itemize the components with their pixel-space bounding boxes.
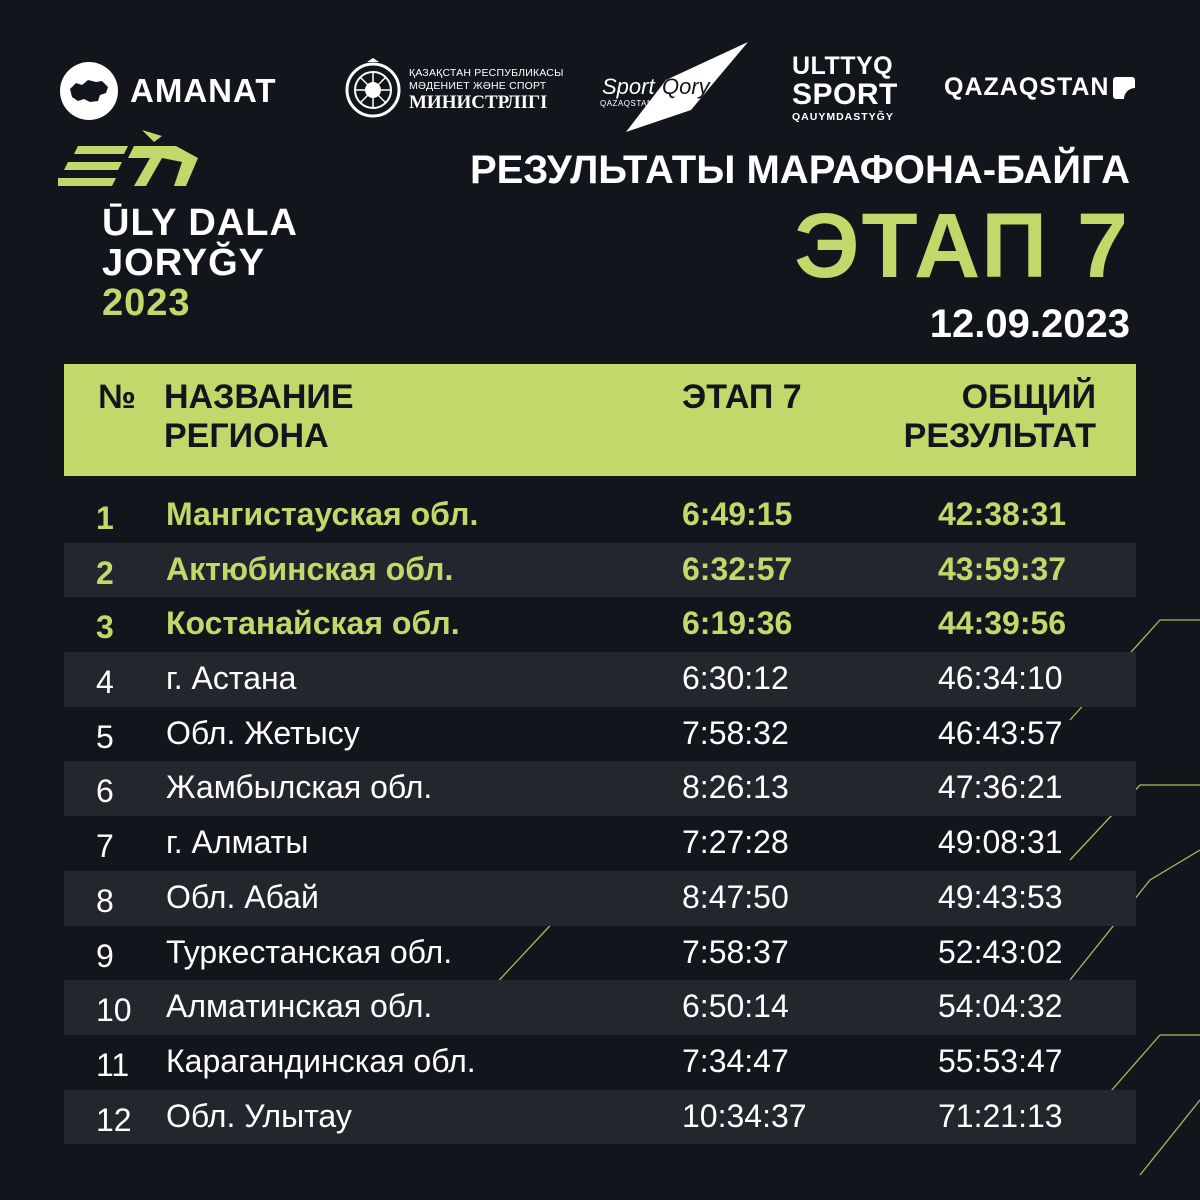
row-total-time: 49:43:53 (938, 878, 1063, 915)
row-region: Туркестанская обл. (166, 933, 453, 970)
header-region-line-1: НАЗВАНИЕ (164, 378, 354, 416)
row-total-time: 71:21:13 (938, 1097, 1063, 1134)
ministry-line-2: МӘДЕНИЕТ ЖӘНЕ СПОРТ (409, 79, 547, 92)
row-stage-time: 7:58:37 (682, 933, 789, 970)
table-row: 5 Обл. Жетысу 7:58:32 46:43:57 (64, 707, 1136, 762)
row-total-time: 49:08:31 (938, 824, 1063, 861)
row-region: Мангистауская обл. (166, 496, 479, 532)
row-region: Алматинская обл. (166, 988, 433, 1025)
row-stage-time: 7:27:28 (682, 824, 789, 861)
amanat-name: AMANAT (130, 72, 277, 109)
horse-arrow-icon (58, 130, 198, 186)
row-region: Костанайская обл. (166, 605, 460, 642)
kazakhstan-map-icon (60, 62, 118, 120)
event-title-line-1: ŪLY DALA (102, 202, 298, 244)
row-number: 10 (96, 992, 132, 1029)
header-total-line-1: ОБЩИЙ (961, 378, 1096, 416)
header-stage: ЭТАП 7 (682, 378, 802, 416)
table-row: 1 Мангистауская обл. 6:49:15 42:38:31 (64, 488, 1136, 543)
sportqory-sub: QAZAQSTAN (600, 99, 654, 108)
header-number: № (98, 378, 136, 416)
row-total-time: 52:43:02 (938, 933, 1063, 970)
results-table: № НАЗВАНИЕ РЕГИОНА ЭТАП 7 ОБЩИЙ РЕЗУЛЬТА… (64, 364, 1136, 1145)
table-row: 4 г. Астана 6:30:12 46:34:10 (64, 652, 1136, 707)
row-number: 8 (96, 882, 114, 919)
table-row: 7 г. Алматы 7:27:28 49:08:31 (64, 816, 1136, 871)
ulttyq-line-1: ULTTYQ (792, 52, 894, 80)
row-total-time: 43:59:37 (938, 550, 1067, 587)
ministry-line-1: ҚАЗАҚСТАН РЕСПУБЛИКАСЫ (409, 67, 564, 79)
row-total-time: 47:36:21 (938, 769, 1063, 806)
ministry-logo: ҚАЗАҚСТАН РЕСПУБЛИКАСЫ МӘДЕНИЕТ ЖӘНЕ СПО… (345, 58, 564, 122)
table-body: 1 Мангистауская обл. 6:49:15 42:38:31 2 … (64, 488, 1136, 1145)
row-number: 12 (96, 1101, 132, 1138)
ulttyq-line-3: QAUYMDASTYĞY (792, 111, 894, 123)
row-stage-time: 10:34:37 (682, 1097, 807, 1134)
row-stage-time: 6:19:36 (682, 605, 793, 642)
row-total-time: 42:38:31 (938, 496, 1067, 532)
ministry-line-3: МИНИСТРЛІГІ (409, 92, 548, 113)
table-row: 3 Костанайская обл. 6:19:36 44:39:56 (64, 597, 1136, 652)
header-region: НАЗВАНИЕ РЕГИОНА (164, 378, 354, 456)
table-row: 8 Обл. Абай 8:47:50 49:43:53 (64, 870, 1136, 926)
row-stage-time: 6:49:15 (682, 496, 793, 532)
sportqory-qory: Qory (662, 74, 710, 99)
row-number: 9 (96, 937, 114, 974)
row-stage-time: 7:34:47 (682, 1042, 789, 1079)
row-region: Актюбинская обл. (166, 550, 454, 587)
ulttyq-line-2: SPORT (792, 78, 898, 111)
row-stage-time: 6:30:12 (682, 660, 789, 697)
ulttyq-sport-logo: ULTTYQ SPORT QAUYMDASTYĞY (792, 54, 898, 123)
table-row: 6 Жамбылская обл. 8:26:13 47:36:21 (64, 761, 1136, 817)
header-total-line-2: РЕЗУЛЬТАТ (903, 417, 1096, 456)
amanat-logo: AMANAT (60, 62, 277, 120)
page-title: РЕЗУЛЬТАТЫ МАРАФОНА-БАЙГА (469, 148, 1130, 192)
row-number: 5 (96, 718, 114, 755)
row-number: 4 (96, 664, 114, 701)
qazaqstan-logo: QAZAQSTAN (944, 73, 1136, 102)
table-row: 11 Карагандинская обл. 7:34:47 55:53:47 (64, 1035, 1136, 1090)
row-stage-time: 7:58:32 (682, 714, 789, 751)
event-year: 2023 (102, 282, 191, 324)
sportqory-logo: Sport Qory QAZAQSTAN (596, 40, 756, 136)
row-number: 7 (96, 828, 114, 865)
row-region: Карагандинская обл. (166, 1042, 476, 1079)
row-region: Обл. Абай (166, 878, 319, 915)
row-number: 11 (96, 1046, 130, 1083)
state-emblem-icon (345, 58, 401, 118)
row-number: 1 (96, 500, 114, 536)
row-region: Обл. Жетысу (166, 714, 360, 751)
table-row: 12 Обл. Улытау 10:34:37 71:21:13 (64, 1089, 1136, 1145)
table-row: 10 Алматинская обл. 6:50:14 54:04:32 (64, 980, 1136, 1035)
row-stage-time: 6:50:14 (682, 988, 789, 1025)
header-region-line-2: РЕГИОНА (164, 417, 329, 456)
qazaqstan-mark-icon (1113, 76, 1136, 99)
row-number: 2 (96, 554, 114, 591)
row-region: Обл. Улытау (166, 1097, 352, 1134)
row-stage-time: 8:47:50 (682, 878, 789, 915)
header-total: ОБЩИЙ РЕЗУЛЬТАТ (904, 378, 1096, 456)
results-date: 12.09.2023 (929, 302, 1130, 346)
row-total-time: 44:39:56 (938, 605, 1067, 642)
table-header: № НАЗВАНИЕ РЕГИОНА ЭТАП 7 ОБЩИЙ РЕЗУЛЬТА… (64, 364, 1136, 476)
event-title-line-2: JORYĞY (102, 242, 265, 284)
row-number: 6 (96, 773, 114, 810)
qazaqstan-name: QAZAQSTAN (944, 73, 1110, 101)
table-row: 9 Туркестанская обл. 7:58:37 52:43:02 (64, 926, 1136, 981)
row-region: Жамбылская обл. (166, 769, 433, 806)
row-stage-time: 8:26:13 (682, 769, 789, 806)
row-total-time: 46:34:10 (938, 660, 1063, 697)
row-total-time: 46:43:57 (938, 714, 1063, 751)
row-number: 3 (96, 609, 114, 646)
stage-title: ЭТАП 7 (794, 195, 1130, 297)
row-stage-time: 6:32:57 (682, 550, 793, 587)
row-total-time: 55:53:47 (938, 1042, 1063, 1079)
sportqory-sport: Sport (602, 74, 655, 99)
table-row: 2 Актюбинская обл. 6:32:57 43:59:37 (64, 542, 1136, 598)
row-region: г. Алматы (166, 824, 309, 861)
row-total-time: 54:04:32 (938, 988, 1063, 1025)
row-region: г. Астана (166, 660, 297, 697)
sponsor-bar: AMANAT ҚАЗАҚСТАН РЕСПУБЛИКАСЫ МӘДЕНИЕТ Ж… (0, 40, 1200, 140)
